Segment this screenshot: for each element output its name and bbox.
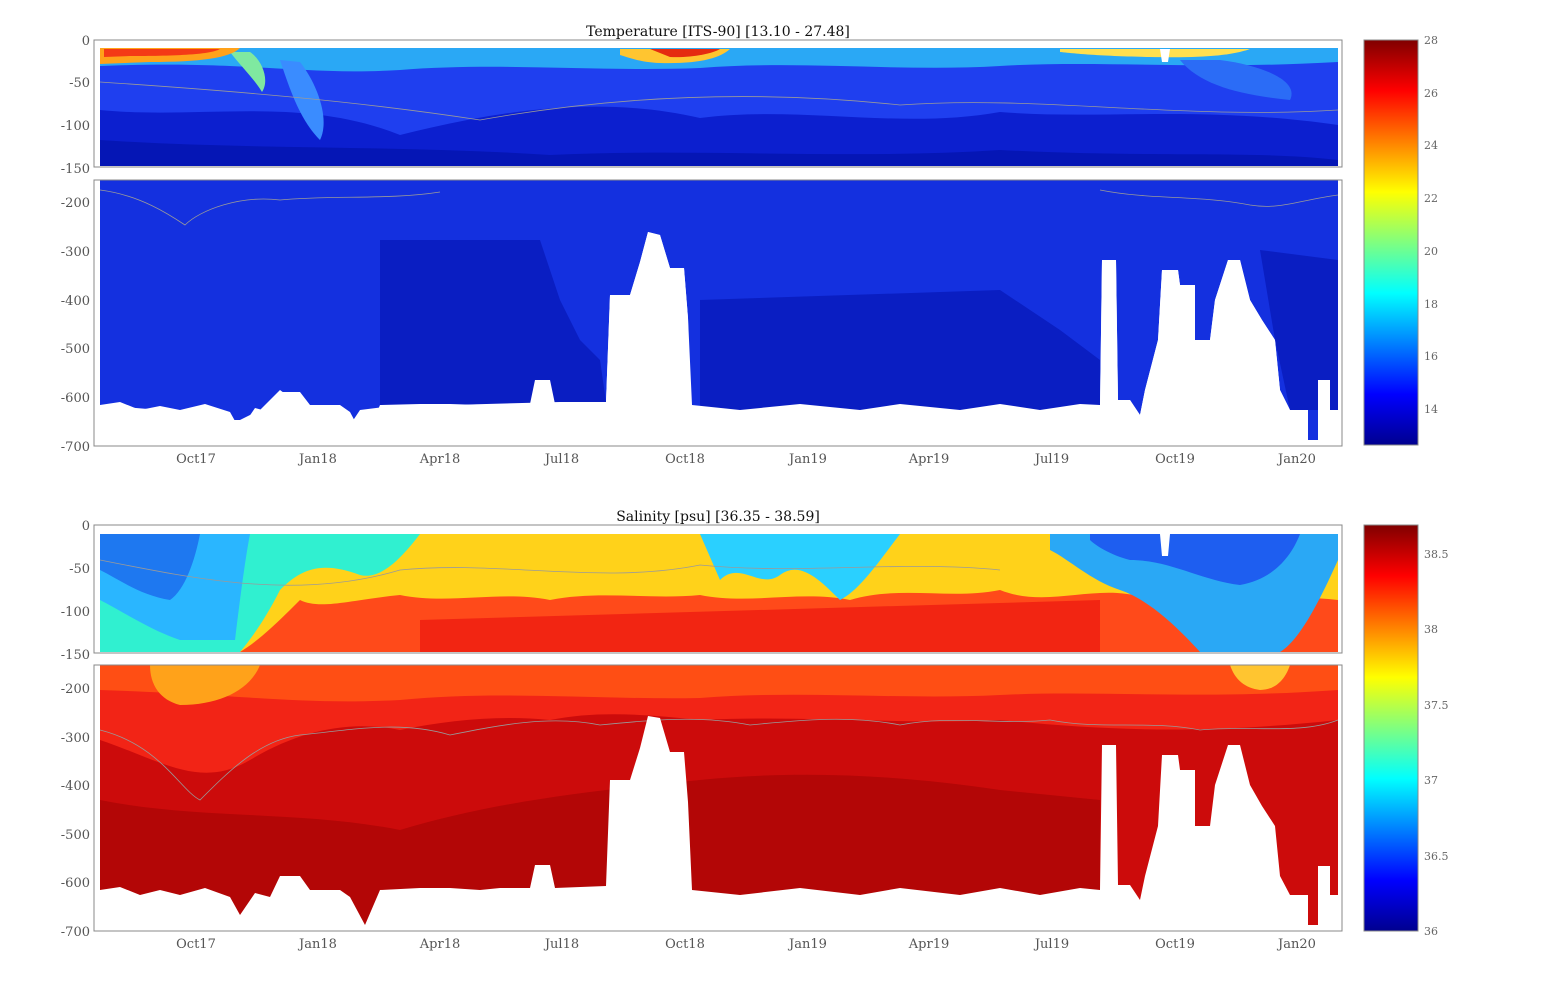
salinity-upper-field bbox=[99, 534, 1338, 652]
x-tick: Jul18 bbox=[543, 452, 579, 467]
x-tick: Apr18 bbox=[419, 937, 460, 952]
x-tick: Apr19 bbox=[908, 937, 949, 952]
y-tick: 0 bbox=[82, 34, 90, 49]
y-tick: -400 bbox=[61, 779, 90, 794]
colorbar-tick: 37.5 bbox=[1424, 699, 1449, 712]
salinity-lower-axes bbox=[93, 664, 1343, 932]
y-tick: -500 bbox=[61, 828, 90, 843]
x-tick: Jan18 bbox=[297, 937, 337, 952]
x-tick: Jul19 bbox=[1033, 937, 1069, 952]
salinity-upper-axes bbox=[93, 524, 1343, 654]
colorbar-tick: 36 bbox=[1424, 925, 1438, 938]
x-tick: Apr18 bbox=[419, 452, 460, 467]
y-tick: -100 bbox=[61, 605, 90, 620]
colorbar-tick: 28 bbox=[1424, 34, 1438, 47]
y-tick: -700 bbox=[61, 925, 90, 940]
y-tick: -400 bbox=[61, 294, 90, 309]
y-tick: -300 bbox=[61, 245, 90, 260]
colorbar-tick: 14 bbox=[1424, 403, 1438, 416]
salinity-title: Salinity [psu] [36.35 - 38.59] bbox=[616, 509, 820, 525]
salinity-panel: Salinity [psu] [36.35 - 38.59] bbox=[61, 509, 1449, 952]
colorbar-tick: 38 bbox=[1424, 623, 1438, 636]
y-tick: -700 bbox=[61, 440, 90, 455]
x-tick: Oct18 bbox=[665, 937, 705, 952]
temperature-lower-field bbox=[99, 180, 1339, 446]
x-tick: Oct18 bbox=[665, 452, 705, 467]
temperature-title: Temperature [ITS-90] [13.10 - 27.48] bbox=[586, 24, 850, 40]
salinity-colorbar: 38.5 38 37.5 37 36.5 36 bbox=[1363, 524, 1449, 938]
temperature-colorbar: 28 26 24 22 20 18 16 14 bbox=[1363, 34, 1438, 446]
salinity-x-ticks: Oct17 Jan18 Apr18 Jul18 Oct18 Jan19 Apr1… bbox=[176, 937, 1316, 952]
y-tick: -500 bbox=[61, 342, 90, 357]
x-tick: Jul19 bbox=[1033, 452, 1069, 467]
y-tick: -600 bbox=[61, 391, 90, 406]
x-tick: Jan20 bbox=[1276, 937, 1316, 952]
temperature-panel: Temperature [ITS-90] [13.10 - 27.48] bbox=[61, 24, 1438, 467]
x-tick: Oct17 bbox=[176, 937, 216, 952]
colorbar-tick: 18 bbox=[1424, 298, 1438, 311]
temperature-y-ticks: 0 -50 -100 -150 -200 -300 -400 -500 -600… bbox=[61, 34, 90, 455]
x-tick: Apr19 bbox=[908, 452, 949, 467]
y-tick: -600 bbox=[61, 876, 90, 891]
x-tick: Jan18 bbox=[297, 452, 337, 467]
y-tick: 0 bbox=[82, 519, 90, 534]
y-tick: -200 bbox=[61, 682, 90, 697]
y-tick: -50 bbox=[69, 562, 90, 577]
x-tick: Jan20 bbox=[1276, 452, 1316, 467]
colorbar-tick: 20 bbox=[1424, 245, 1438, 258]
x-tick: Oct19 bbox=[1155, 937, 1195, 952]
x-tick: Jan19 bbox=[787, 937, 827, 952]
temperature-lower-axes bbox=[93, 179, 1343, 447]
salinity-y-ticks: 0 -50 -100 -150 -200 -300 -400 -500 -600… bbox=[61, 519, 90, 940]
y-tick: -150 bbox=[61, 648, 90, 663]
temperature-upper-field bbox=[99, 48, 1339, 166]
x-tick: Jul18 bbox=[543, 937, 579, 952]
colorbar-tick: 38.5 bbox=[1424, 548, 1449, 561]
x-tick: Oct19 bbox=[1155, 452, 1195, 467]
colorbar-tick: 37 bbox=[1424, 774, 1438, 787]
y-tick: -100 bbox=[61, 119, 90, 134]
colorbar-tick: 36.5 bbox=[1424, 850, 1449, 863]
y-tick: -50 bbox=[69, 76, 90, 91]
colorbar-tick: 26 bbox=[1424, 87, 1438, 100]
colorbar-tick: 24 bbox=[1424, 139, 1438, 152]
y-tick: -300 bbox=[61, 731, 90, 746]
x-tick: Oct17 bbox=[176, 452, 216, 467]
y-tick: -200 bbox=[61, 196, 90, 211]
temperature-upper-axes bbox=[93, 39, 1343, 168]
x-tick: Jan19 bbox=[787, 452, 827, 467]
colorbar-tick: 16 bbox=[1424, 350, 1438, 363]
temperature-x-ticks: Oct17 Jan18 Apr18 Jul18 Oct18 Jan19 Apr1… bbox=[176, 452, 1316, 467]
colorbar-tick: 22 bbox=[1424, 192, 1438, 205]
y-tick: -150 bbox=[61, 162, 90, 177]
salinity-lower-field bbox=[99, 665, 1339, 931]
